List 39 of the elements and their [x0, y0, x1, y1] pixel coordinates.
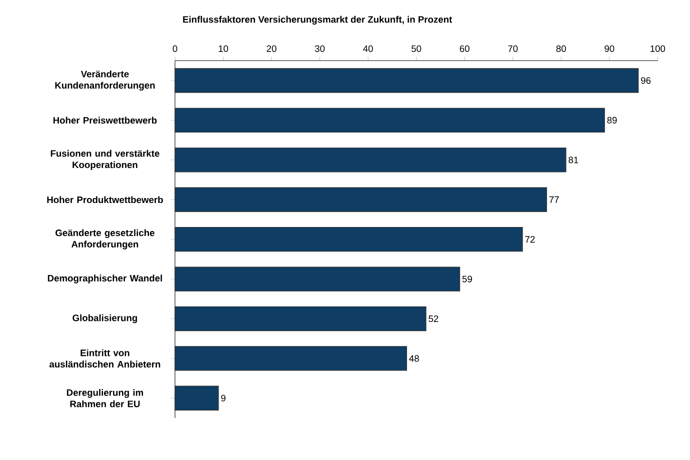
- data-label: 59: [462, 276, 472, 282]
- bar: [174, 346, 408, 371]
- x-tick-label: 20: [266, 45, 276, 52]
- y-tick-label: Veränderte Kundenanforderungen: [55, 70, 155, 91]
- data-label: 89: [607, 116, 617, 124]
- data-label: 81: [568, 156, 578, 164]
- data-label: 72: [525, 236, 535, 243]
- data-label: 77: [549, 196, 559, 203]
- y-tick-label: Eintritt von ausländischen Anbietern: [49, 349, 160, 368]
- x-tick-label: 70: [508, 45, 518, 52]
- x-tick-label: 60: [460, 45, 470, 52]
- bar: [174, 108, 605, 133]
- x-tick-label: 100: [650, 45, 666, 52]
- bar: [174, 306, 426, 332]
- x-tick-label: 80: [556, 45, 566, 52]
- bar: [174, 148, 566, 172]
- x-tick-label: 10: [218, 45, 228, 52]
- bar: [174, 386, 219, 410]
- x-tick-label: 0: [172, 45, 178, 52]
- y-tick-label: Hoher Preiswettbewerb: [53, 116, 157, 124]
- data-label: 52: [428, 315, 438, 322]
- x-tick-label: 90: [604, 45, 614, 52]
- chart-title: Einflussfaktoren Versicherungsmarkt der Zukunft, in Prozent: [183, 16, 452, 25]
- bar: [174, 226, 523, 252]
- bar: [174, 266, 460, 292]
- x-tick-label: 50: [412, 45, 422, 52]
- y-tick-label: Geänderte gesetzliche Anforderungen: [56, 229, 154, 250]
- x-tick-label: 30: [314, 45, 325, 52]
- bar: [174, 68, 639, 93]
- x-tick-label: 40: [363, 45, 373, 52]
- y-tick-label: Fusionen und verstärkte Kooperationen: [50, 150, 160, 170]
- y-tick-label: Deregulierung im Rahmen der EU: [66, 389, 144, 408]
- bar: [174, 187, 547, 212]
- y-tick-label: Hoher Produktwettbewerb: [47, 196, 163, 204]
- data-label: 96: [641, 77, 651, 84]
- y-tick-label: Globalisierung: [72, 314, 138, 324]
- y-tick-label: Demographischer Wandel: [48, 274, 162, 284]
- data-label: 9: [221, 394, 226, 402]
- data-label: 48: [409, 355, 419, 362]
